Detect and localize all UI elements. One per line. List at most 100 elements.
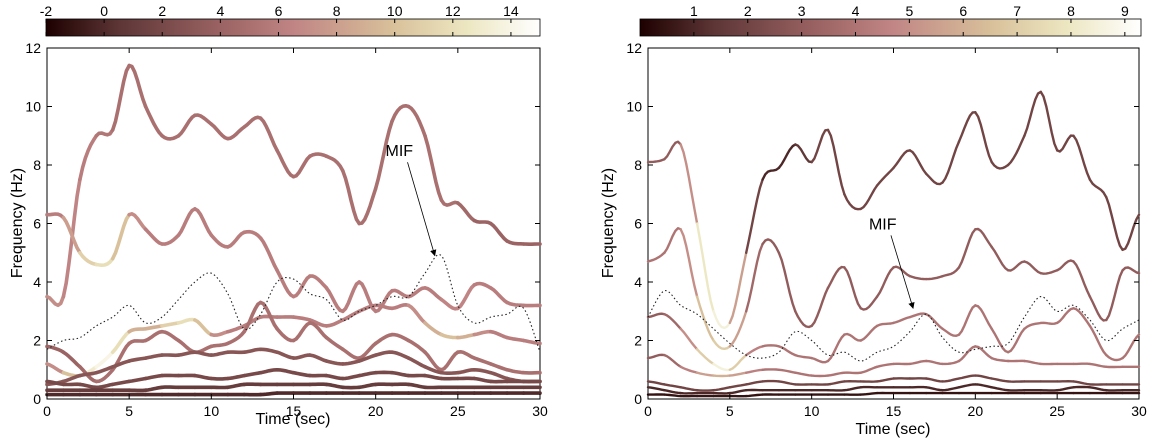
left-series-1-segment: [94, 256, 115, 267]
left-y-tick-label: 0: [33, 391, 41, 407]
right-colorbar-tick-label: 9: [1121, 3, 1129, 19]
left-series-4-segment: [61, 373, 82, 384]
left-series-3-segment: [291, 321, 312, 343]
left-series-2-segment: [439, 332, 460, 340]
left-series-3-segment: [45, 344, 66, 354]
right-series-2-segment: [794, 353, 813, 360]
right-series-3-segment: [646, 353, 666, 360]
right-series-1-segment: [712, 339, 731, 350]
right-series-2-segment: [1105, 353, 1124, 362]
left-series-0-segment: [176, 113, 197, 138]
left-series-0-segment: [308, 152, 329, 158]
right-series-3-segment: [663, 353, 682, 368]
right-series-1-segment: [1088, 295, 1108, 322]
left-series-0-segment: [110, 63, 131, 132]
left-panel: -2 0 2 4 6 8 10 12 14 0 5 10 15 20 25 30 0 2 4 6 8 10 12 MIF …: [9, 3, 548, 428]
left-colorbar-tick-label: 2: [158, 3, 166, 19]
left-series-2-segment: [160, 321, 181, 328]
left-series-2-segment: [423, 321, 444, 337]
left-series-3-segment: [94, 368, 115, 384]
left-x-tick-label: 15: [286, 403, 302, 419]
left-series-2-segment: [505, 335, 526, 343]
right-series-2-segment: [941, 327, 961, 337]
right-series-1-segment: [1023, 260, 1042, 275]
right-series-2-segment: [1023, 321, 1042, 330]
right-series-5-segment: [1088, 386, 1108, 392]
left-mif-label: MIF: [386, 143, 414, 160]
left-series-1-segment: [78, 251, 99, 267]
right-series-3-segment: [941, 359, 961, 366]
right-series-4-segment: [875, 377, 895, 383]
right-series-1-segment: [695, 295, 715, 342]
right-series-1-segment: [1056, 259, 1075, 272]
left-series-2-segment: [127, 327, 148, 334]
right-series-0-segment: [875, 166, 895, 187]
right-series-3-segment: [794, 371, 813, 377]
left-series-3-segment: [423, 350, 444, 372]
right-series-0-segment: [777, 143, 797, 170]
right-series-2-segment: [925, 313, 944, 330]
left-series-3-segment: [456, 350, 477, 360]
left-series-1-segment: [258, 236, 279, 273]
right-series-1-segment: [925, 275, 944, 281]
right-series-0-segment: [1072, 134, 1092, 181]
right-x-tick-label: 25: [1049, 403, 1065, 419]
right-series-1-segment: [646, 251, 666, 263]
right-mif-arrow: [890, 235, 915, 309]
left-series-3-segment: [357, 341, 378, 360]
left-series-3-segment: [505, 368, 526, 375]
left-x-tick-label: 5: [125, 403, 133, 419]
left-series-0-segment: [143, 104, 164, 138]
left-series-3-segment: [373, 332, 394, 346]
right-series-2-segment: [695, 348, 715, 366]
left-series-4-segment: [423, 365, 444, 375]
right-series-0-segment: [990, 160, 1010, 170]
right-y-tick-label: 0: [634, 391, 642, 407]
left-series-1-segment: [291, 274, 312, 299]
right-series-2-segment: [712, 362, 731, 372]
left-series-2-segment: [341, 309, 361, 322]
right-series-4-segment: [1072, 380, 1092, 386]
right-series-0-segment: [1121, 213, 1141, 251]
right-series-1-segment: [728, 310, 748, 348]
right-series-4: [646, 374, 1141, 392]
right-series-0-segment: [794, 143, 813, 164]
left-series-4-segment: [110, 359, 131, 369]
right-series-1-segment: [761, 238, 781, 254]
left-series-3-segment: [258, 300, 279, 331]
left-y-tick-label: 8: [33, 157, 41, 173]
left-series-3-segment: [488, 362, 509, 372]
right-series-1-segment: [826, 265, 846, 290]
right-series-2-segment: [679, 327, 699, 351]
left-series-5-segment: [94, 382, 115, 390]
left-series-5-segment: [78, 382, 99, 390]
right-series-4-segment: [679, 386, 699, 392]
right-series-2-segment: [974, 304, 993, 330]
left-plot-area: 0 5 10 15 20 25 30 0 2 4 6 8 10 12 MIF Time (sec) Fre…: [9, 40, 548, 428]
left-series-3-segment: [439, 350, 460, 372]
left-series-1-segment: [226, 230, 246, 249]
left-series-2-segment: [488, 329, 509, 340]
left-series-4-segment: [341, 359, 361, 366]
left-series-1-segment: [308, 274, 329, 290]
right-series-1-segment: [974, 227, 993, 249]
right-series-5-segment: [1056, 386, 1075, 392]
right-series-1-segment: [908, 274, 928, 281]
right-series-4-segment: [745, 380, 764, 386]
right-colorbar-tick-label: 1: [690, 3, 698, 19]
left-series-2-segment: [472, 329, 493, 337]
left-series-2-segment: [110, 329, 131, 354]
left-series-4-segment: [488, 370, 509, 381]
left-series-3-segment: [341, 347, 361, 360]
right-series-3: [646, 345, 1141, 378]
right-series-5-segment: [843, 386, 862, 392]
left-series-2-segment: [373, 303, 394, 311]
left-series-1-segment: [423, 286, 444, 302]
right-series-4-segment: [925, 377, 944, 383]
left-series-5-segment: [193, 373, 214, 381]
left-colorbar-strip: [45, 18, 541, 37]
right-series-2-segment: [1006, 327, 1026, 354]
left-y-tick-label: 12: [25, 40, 41, 56]
left-series-3-segment: [127, 338, 148, 346]
